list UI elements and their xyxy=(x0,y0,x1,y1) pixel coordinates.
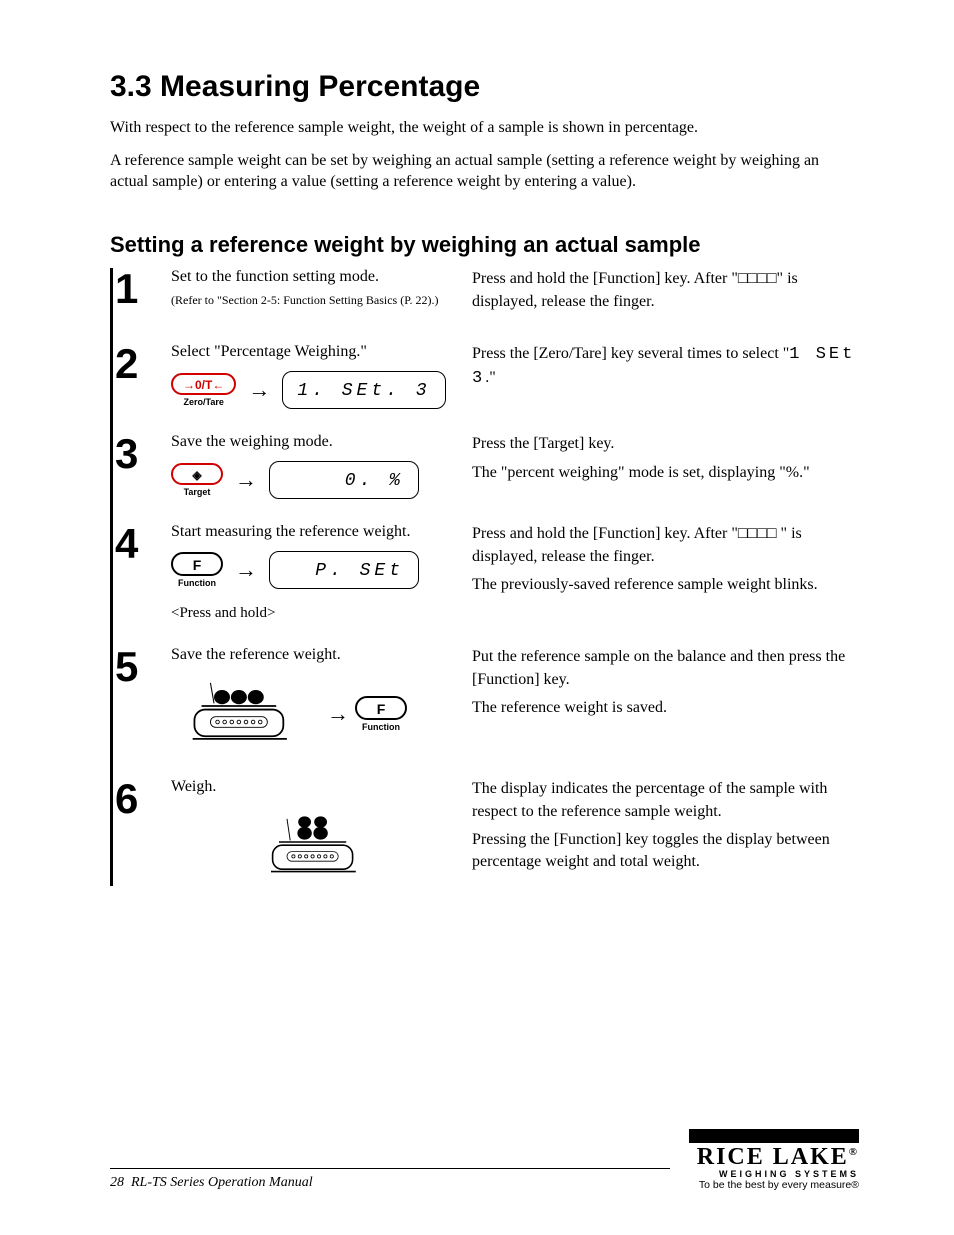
logo-tagline: To be the best by every measure® xyxy=(689,1179,859,1191)
section-title: 3.3 Measuring Percentage xyxy=(110,70,859,104)
step-row: 2 Select "Percentage Weighing." →0/T← Ze… xyxy=(113,343,859,409)
key-label: Target xyxy=(171,487,223,497)
step-number: 5 xyxy=(113,646,165,688)
step-right-text: Pressing the [Function] key toggles the … xyxy=(472,829,859,874)
arrow-icon: → xyxy=(235,557,257,583)
step-right-text: The display indicates the percentage of … xyxy=(472,778,859,823)
seg-display: 0. % xyxy=(269,461,419,499)
step-right-text: Press the [Zero/Tare] key several times … xyxy=(472,343,859,391)
zero-tare-key-icon: →0/T← xyxy=(171,373,236,395)
target-key-icon: ◈ xyxy=(171,463,223,485)
footer-doc-ref: 28 RL-TS Series Operation Manual xyxy=(110,1168,670,1191)
step-right-text: Press and hold the [Function] key. After… xyxy=(472,268,859,313)
function-key-icon: F xyxy=(355,696,407,720)
intro-paragraph-2: A reference sample weight can be set by … xyxy=(110,151,859,193)
step-number: 1 xyxy=(113,268,165,310)
function-key-icon: F xyxy=(171,552,223,576)
step-number: 4 xyxy=(113,523,165,565)
step-illustration: ◈ Target → 0. % xyxy=(171,461,466,499)
step-illustration xyxy=(171,806,466,886)
page-footer: 28 RL-TS Series Operation Manual RICE LA… xyxy=(110,1129,859,1191)
arrow-icon: → xyxy=(327,701,349,727)
steps-list: 1 Set to the function setting mode. (Ref… xyxy=(110,268,859,886)
step-illustration: → F Function xyxy=(171,674,466,754)
step-left-main: Start measuring the reference weight. xyxy=(171,523,466,541)
press-hold-note: <Press and hold> xyxy=(171,605,466,622)
key-label: Zero/Tare xyxy=(171,397,236,407)
step-left-main: Weigh. xyxy=(171,778,466,796)
step-right-text: Press and hold the [Function] key. After… xyxy=(472,523,859,568)
seg-display: P. SEt xyxy=(269,551,419,589)
arrow-icon: → xyxy=(248,377,270,403)
logo-subtitle: WEIGHING SYSTEMS xyxy=(689,1169,859,1179)
step-right-text: Press the [Target] key. xyxy=(472,433,859,455)
step-left-main: Select "Percentage Weighing." xyxy=(171,343,466,361)
key-label: Function xyxy=(171,578,223,588)
balance-with-weights-icon xyxy=(171,674,321,754)
step-illustration: →0/T← Zero/Tare → 1. SEt. 3 xyxy=(171,371,466,409)
balance-with-sample-icon xyxy=(244,806,394,886)
step-left-main: Save the weighing mode. xyxy=(171,433,466,451)
step-left-note: (Refer to "Section 2-5: Function Setting… xyxy=(171,292,466,308)
intro-paragraph-1: With respect to the reference sample wei… xyxy=(110,118,859,139)
key-label: Function xyxy=(355,722,407,732)
step-row: 4 Start measuring the reference weight. … xyxy=(113,523,859,622)
step-row: 3 Save the weighing mode. ◈ Target → 0. … xyxy=(113,433,859,499)
step-number: 6 xyxy=(113,778,165,820)
step-illustration: F Function → P. SEt xyxy=(171,551,466,589)
step-row: 5 Save the reference weight. → F xyxy=(113,646,859,754)
step-right-text: The previously-saved reference sample we… xyxy=(472,574,859,596)
step-number: 3 xyxy=(113,433,165,475)
step-number: 2 xyxy=(113,343,165,385)
logo-bar-icon xyxy=(689,1129,859,1143)
step-right-text: The "percent weighing" mode is set, disp… xyxy=(472,462,859,484)
step-row: 1 Set to the function setting mode. (Ref… xyxy=(113,268,859,319)
step-left-main: Save the reference weight. xyxy=(171,646,466,664)
step-right-text: The reference weight is saved. xyxy=(472,697,859,719)
subsection-title: Setting a reference weight by weighing a… xyxy=(110,232,859,258)
arrow-icon: → xyxy=(235,467,257,493)
seg-display: 1. SEt. 3 xyxy=(282,371,445,409)
logo-brand-name: RICE LAKE® xyxy=(689,1145,859,1169)
rice-lake-logo: RICE LAKE® WEIGHING SYSTEMS To be the be… xyxy=(689,1129,859,1191)
step-left-main: Set to the function setting mode. xyxy=(171,268,466,286)
step-row: 6 Weigh. The display indicates xyxy=(113,778,859,886)
step-right-text: Put the reference sample on the balance … xyxy=(472,646,859,691)
